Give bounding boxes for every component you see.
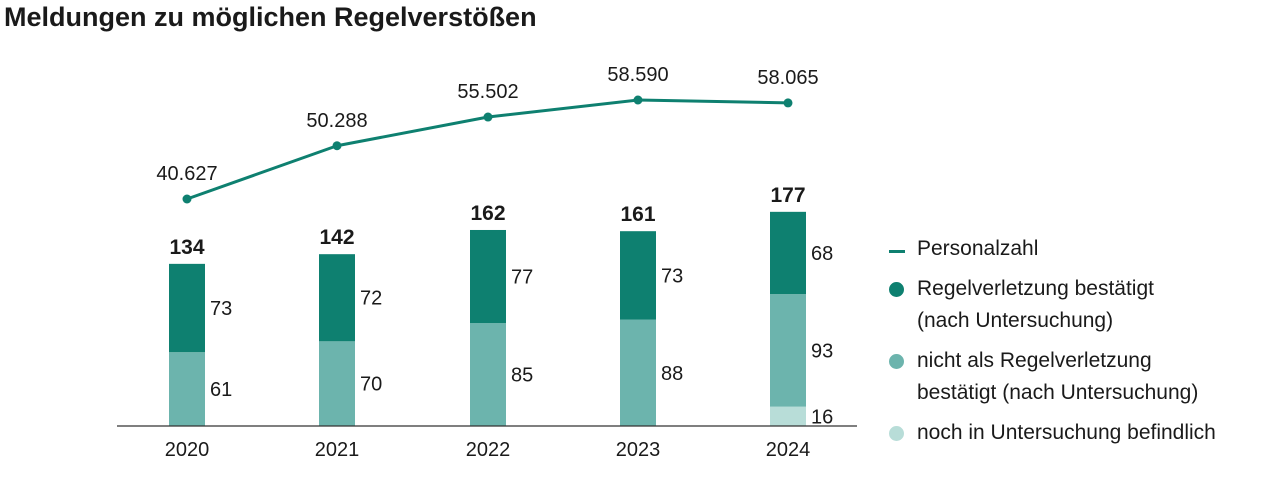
legend-dot-swatch [887,273,917,305]
chart: 6173134202070721422021857716220228873161… [117,64,857,461]
line-point [182,194,192,204]
bar-value-label: 72 [360,288,382,310]
bar-segment [470,323,506,426]
bar-value-label: 70 [360,374,382,396]
bar-segment [620,319,656,426]
legend-label: noch in Untersuchung befindlich [917,421,1216,444]
bar-total-label: 177 [770,184,805,207]
legend-label: Regelverletzung bestätigt (nach Untersuc… [917,277,1154,332]
bar-total-label: 162 [470,202,505,225]
legend-line-swatch [887,233,917,265]
legend-item-personalzahl: Personalzahl [887,233,1277,265]
legend-dot-swatch [887,345,917,377]
bar-value-label: 73 [210,298,232,320]
line-point [332,141,342,151]
line-point [783,98,793,108]
x-tick-label: 2022 [466,439,511,461]
line-value-label: 58.065 [757,67,818,89]
legend-item-not-confirmed: nicht als Regelverletzung bestätigt (nac… [887,345,1277,409]
bar-segment [470,229,506,324]
bar-value-label: 85 [511,365,533,387]
line-value-label: 40.627 [156,163,217,185]
bar-total-label: 142 [319,226,354,249]
x-tick-label: 2023 [616,439,661,461]
bar-total-label: 161 [620,203,655,226]
bar-segment [319,341,355,426]
chart-title: Meldungen zu möglichen Regelverstößen [4,2,537,32]
bar-total-label: 134 [169,236,204,259]
line-point [633,95,643,105]
legend-label: nicht als Regelverletzung bestätigt (nac… [917,349,1199,404]
bar-segment [319,254,355,342]
bar-value-label: 68 [811,243,833,265]
legend-item-pending: noch in Untersuchung befindlich [887,417,1277,449]
bar-value-label: 88 [661,363,683,385]
bar-segment [770,211,806,295]
legend-label: Personalzahl [917,237,1039,260]
bar-segment [169,352,205,426]
legend-dot-swatch [887,417,917,449]
bar-value-label: 73 [661,265,683,287]
bar-segment [169,263,205,353]
bar-segment [770,406,806,426]
line-point [483,112,493,122]
legend: Personalzahl Regelverletzung bestätigt (… [887,233,1277,457]
x-tick-label: 2021 [315,439,360,461]
bar-value-label: 16 [811,406,833,428]
line-value-label: 50.288 [306,110,367,132]
bar-value-label: 61 [210,379,232,401]
bar-segment [620,231,656,320]
x-tick-label: 2020 [165,439,210,461]
x-tick-label: 2024 [766,439,811,461]
line-value-label: 55.502 [457,81,518,103]
bar-segment [770,294,806,407]
bar-value-label: 93 [811,340,833,362]
line-value-label: 58.590 [607,64,668,86]
legend-item-confirmed: Regelverletzung bestätigt (nach Untersuc… [887,273,1277,337]
bar-value-label: 77 [511,267,533,289]
